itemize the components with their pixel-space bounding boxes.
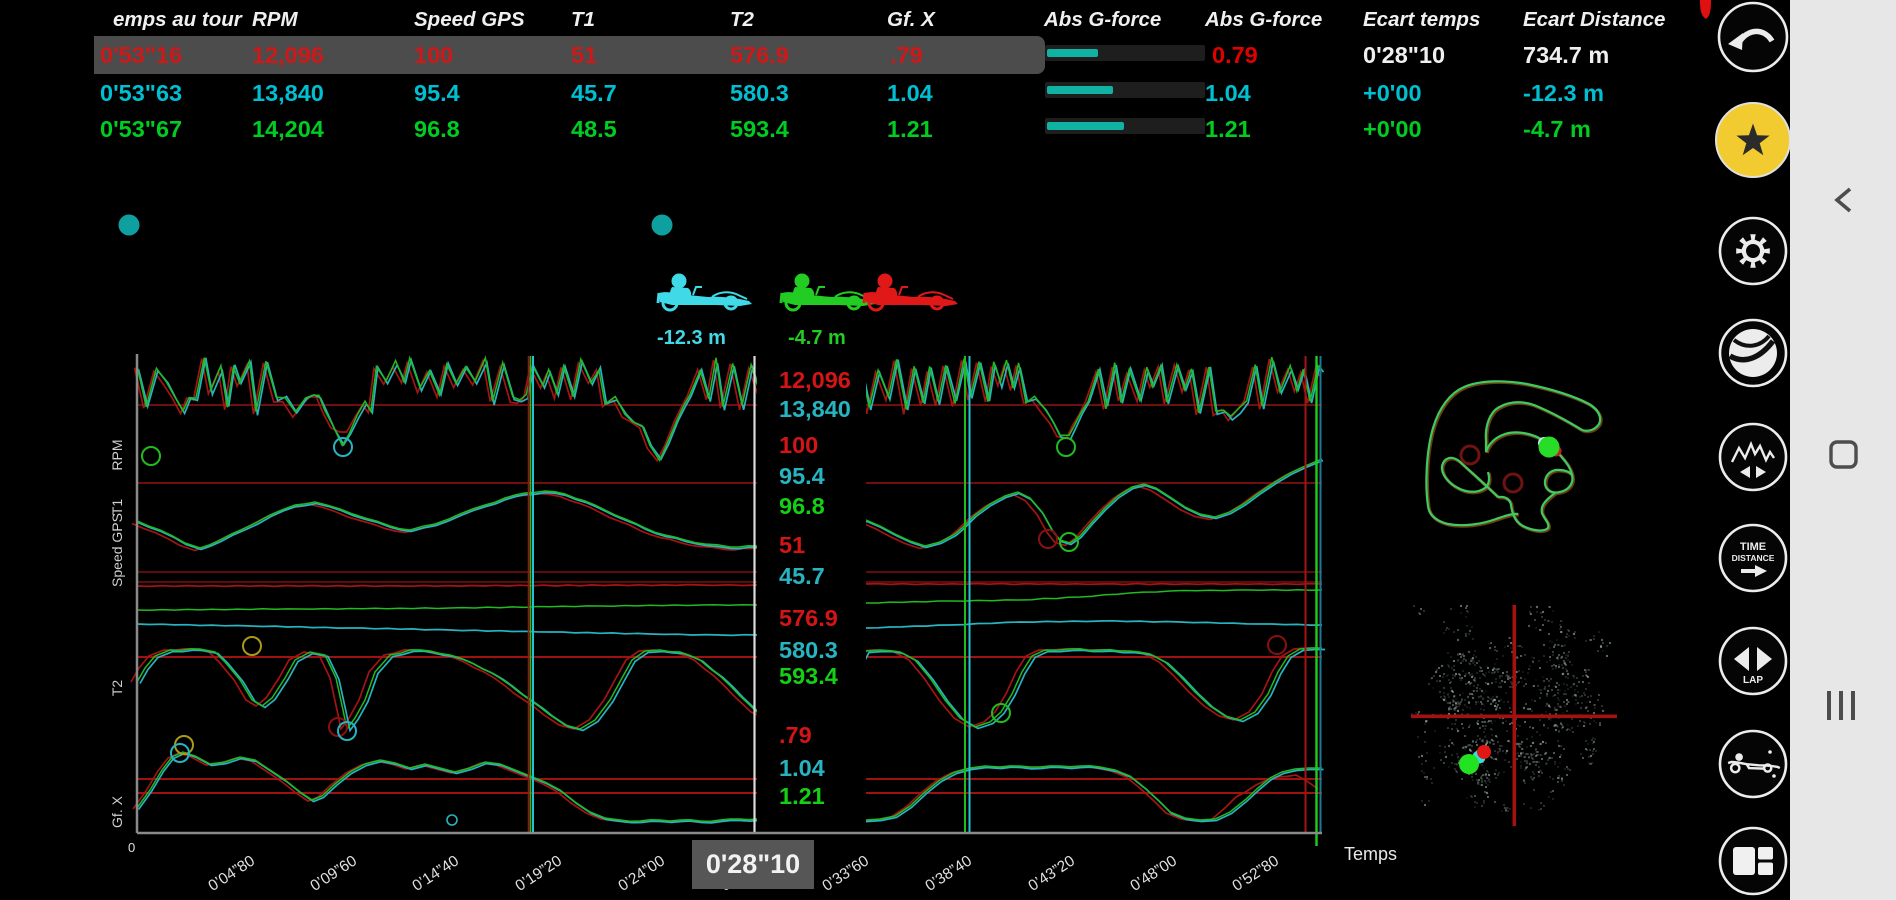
svg-text:96.8: 96.8 <box>779 493 825 519</box>
svg-text:593.4: 593.4 <box>779 663 838 689</box>
svg-text:-12.3 m: -12.3 m <box>657 327 726 349</box>
svg-text:580.3: 580.3 <box>779 637 838 663</box>
svg-text:12,096: 12,096 <box>779 367 851 393</box>
svg-text:1.21: 1.21 <box>779 783 825 809</box>
svg-text:13,840: 13,840 <box>779 396 851 422</box>
svg-text:DISTANCE: DISTANCE <box>1732 553 1775 563</box>
svg-text:95.4: 95.4 <box>779 463 825 489</box>
svg-text:.79: .79 <box>779 722 812 748</box>
svg-text:-4.7 m: -4.7 m <box>788 327 846 349</box>
svg-text:576.9: 576.9 <box>779 605 838 631</box>
svg-text:LAP: LAP <box>1743 675 1763 686</box>
svg-text:TIME: TIME <box>1740 541 1766 553</box>
svg-text:1.04: 1.04 <box>779 755 825 781</box>
svg-text:51: 51 <box>779 532 805 558</box>
svg-text:45.7: 45.7 <box>779 563 825 589</box>
svg-text:100: 100 <box>779 432 818 458</box>
